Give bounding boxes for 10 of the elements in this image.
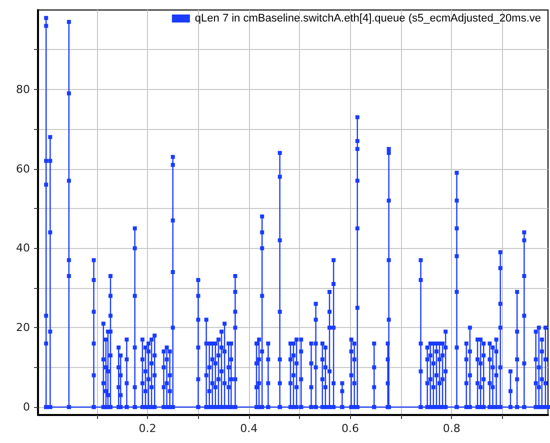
- x-tick-label: 0.6: [342, 422, 360, 435]
- y-tick-label: 0: [23, 400, 30, 414]
- x-tick-label: 0.4: [240, 422, 258, 435]
- y-tick-label: 20: [16, 321, 30, 334]
- legend-label: qLen 7 in cmBaseline.switchA.eth[4].queue (s5_ecmAdjusted_20ms.ve: [194, 12, 542, 24]
- y-tick-label: 40: [16, 242, 30, 255]
- y-tick-label: 60: [16, 162, 30, 176]
- y-tick-label: 80: [16, 82, 30, 96]
- x-tick-label: 0.8: [442, 422, 460, 435]
- x-tick-label: 0.2: [138, 422, 156, 435]
